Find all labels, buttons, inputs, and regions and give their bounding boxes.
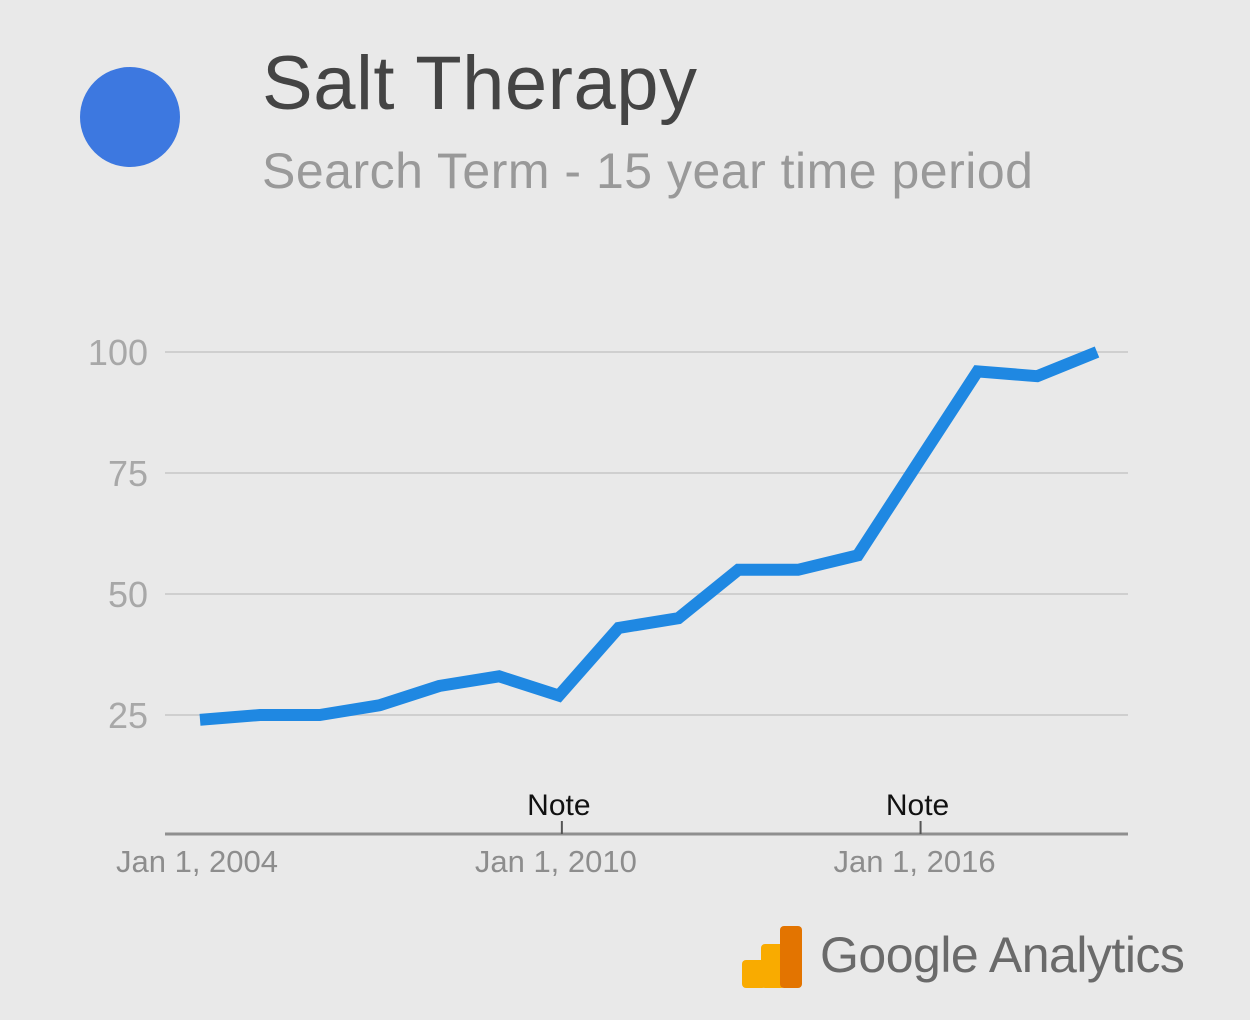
x-tick-label: Jan 1, 2016 (834, 844, 996, 879)
series-line (199, 346, 1100, 726)
x-tick-label: Jan 1, 2010 (475, 844, 637, 879)
x-axis-ticks: Jan 1, 2004 Jan 1, 2010 Jan 1, 2016 (116, 844, 996, 879)
line-chart: 100 75 50 25 Note Note Jan 1, 2004 Jan 1, 201… (88, 332, 1128, 879)
y-tick-label: 75 (108, 453, 148, 494)
y-axis-ticks: 100 75 50 25 (88, 332, 148, 736)
annotations: Note Note (527, 789, 949, 834)
annotation-label: Note (527, 789, 590, 822)
annotation-label: Note (886, 789, 949, 822)
y-tick-label: 100 (88, 332, 148, 373)
gridlines (165, 351, 1128, 716)
y-tick-label: 25 (108, 695, 148, 736)
google-analytics-logo-icon (742, 926, 802, 988)
chart-title: Salt Therapy (262, 41, 698, 126)
series-group (199, 346, 1100, 726)
x-tick-label: Jan 1, 2004 (116, 844, 278, 879)
y-tick-label: 50 (108, 574, 148, 615)
legend-dot (80, 67, 180, 167)
google-analytics-wordmark: Google Analytics (820, 927, 1185, 983)
chart-subtitle: Search Term - 15 year time period (262, 143, 1034, 199)
